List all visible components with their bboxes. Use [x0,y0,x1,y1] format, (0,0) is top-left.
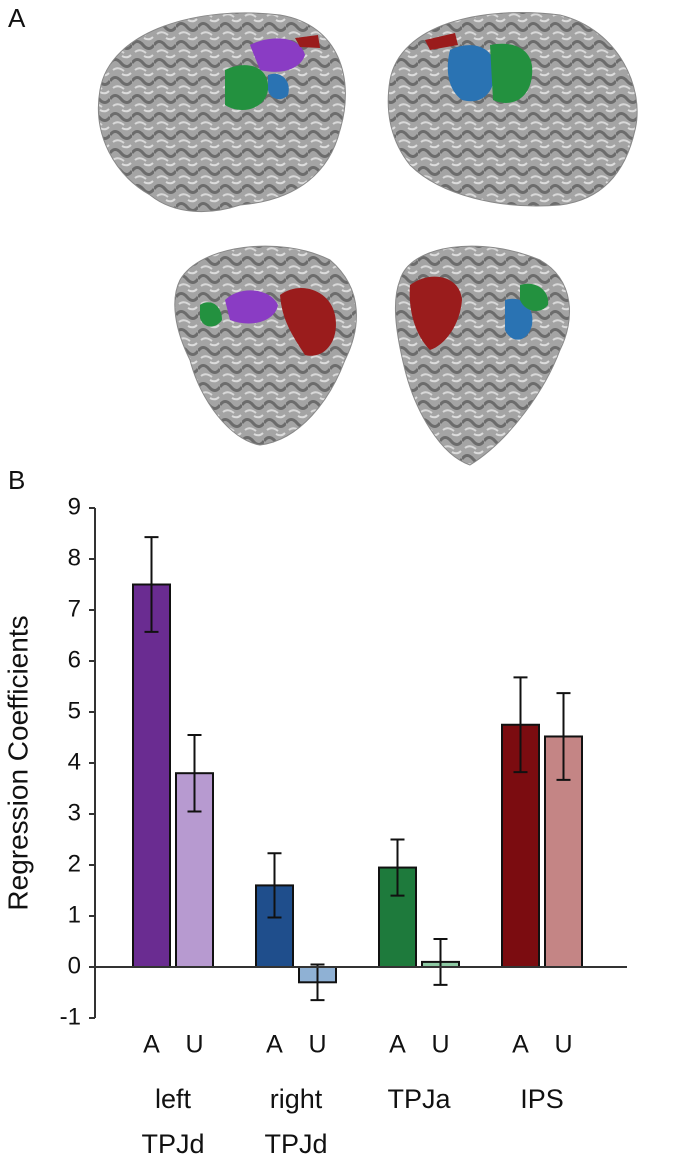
error-bar [513,676,528,774]
roi [280,287,336,356]
error-bar [556,692,571,781]
roi [409,276,462,350]
y-tick-label: 3 [68,799,81,826]
bar [132,583,171,968]
x-sub-label: U [554,1031,572,1059]
roi [520,283,549,312]
panel-label: A [8,3,26,33]
roi [225,290,278,324]
roi [425,33,458,50]
roi [295,35,320,48]
y-tick-label: -1 [60,1003,81,1030]
y-tick-label: 5 [68,697,81,724]
error-bar [433,937,448,986]
error-bar [144,536,159,633]
roi [505,298,533,340]
roi [225,65,269,110]
y-axis-label: Regression Coefficients [2,615,33,910]
y-tick-label: 2 [68,850,81,877]
y-tick-label: 6 [68,646,81,673]
x-sub-label: A [512,1031,529,1059]
y-tick-label: 1 [68,901,81,928]
y-tick-label: 4 [68,748,81,775]
y-tick-label: 7 [68,595,81,622]
error-bar [390,838,405,897]
brain-images [97,12,638,466]
x-sub-label: U [308,1031,326,1059]
y-tick-label: 9 [68,493,81,520]
brain-right-lateral [387,12,638,207]
x-sub-label: A [389,1031,406,1059]
panel-label: B [8,465,25,495]
x-tick-label: left TPJd [141,1084,205,1159]
x-tick-label: right TPJd [264,1084,328,1159]
x-sub-label: A [266,1031,283,1059]
x-sub-label: U [185,1031,203,1059]
x-tick-label: IPS [520,1084,564,1114]
error-bar [310,963,325,1002]
error-bar [187,733,202,813]
x-tick-label: TPJa [387,1084,451,1114]
roi [268,73,289,100]
roi [447,45,495,102]
roi [250,38,305,72]
x-sub-label: A [143,1031,160,1059]
x-sub-label: U [431,1031,449,1059]
y-tick-label: 0 [68,952,81,979]
error-bar [267,852,282,919]
roi [200,302,222,327]
roi [490,43,533,103]
y-tick-label: 8 [68,544,81,571]
